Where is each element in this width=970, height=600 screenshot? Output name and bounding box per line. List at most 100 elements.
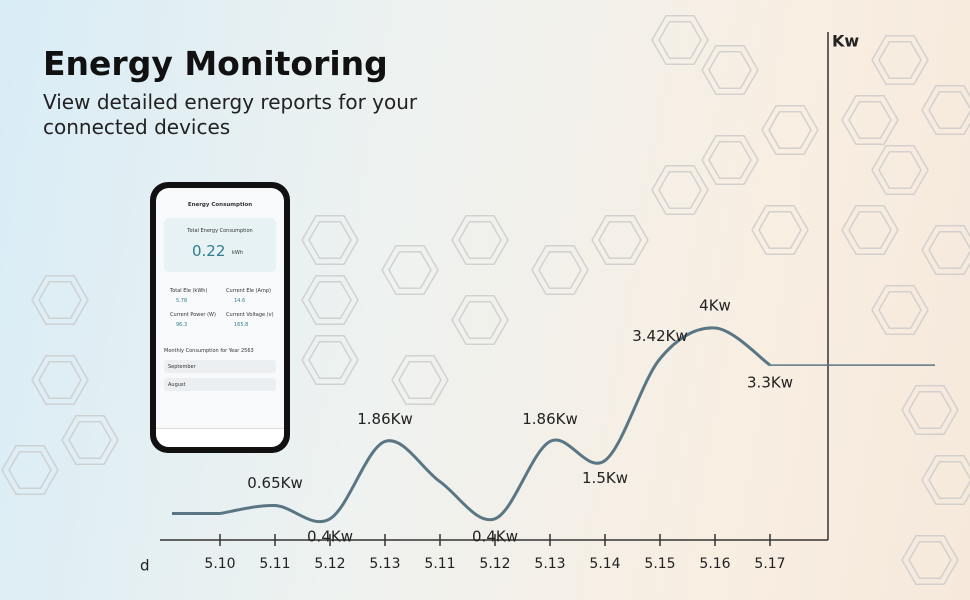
hexagon <box>751 205 809 255</box>
value-label: 0.65Kw <box>247 474 303 492</box>
hexagon <box>901 535 959 585</box>
x-tick-label: 5.16 <box>699 556 730 572</box>
hexagon <box>31 275 89 325</box>
hexagon <box>878 41 922 79</box>
hexagon <box>308 221 352 259</box>
unit: kWh <box>232 250 244 256</box>
hexagon <box>901 385 959 435</box>
x-tick-label: 5.14 <box>589 556 620 572</box>
hexagon <box>921 455 970 505</box>
stat-label: Current Voltage (v) <box>226 312 274 318</box>
hexagon <box>921 85 970 135</box>
hexagon <box>1 445 59 495</box>
hexagon <box>848 101 892 139</box>
hexagon <box>38 281 82 319</box>
x-tick-label: 5.11 <box>259 556 290 572</box>
stat-label: Current Power (W) <box>170 312 216 318</box>
hexagon <box>308 341 352 379</box>
hexagon <box>391 355 449 405</box>
value-label: 3.3Kw <box>747 374 793 392</box>
hexagon <box>841 205 899 255</box>
y-axis-label: Kw <box>832 32 859 51</box>
stat-label: Total Ele (kWh) <box>170 288 208 294</box>
hexagon <box>531 245 589 295</box>
hexagon <box>451 295 509 345</box>
stat-value: 96.3 <box>176 322 188 328</box>
hexagon <box>768 111 812 149</box>
hexagon <box>68 421 112 459</box>
title: Energy Monitoring <box>43 44 388 83</box>
screen-title: Energy Consumption <box>187 202 253 208</box>
card-title: Total Energy Consumption <box>187 228 253 234</box>
hexagon <box>701 135 759 185</box>
hexagon <box>458 301 502 339</box>
hexagon <box>451 215 509 265</box>
hexagon <box>878 291 922 329</box>
hexagon <box>928 231 970 269</box>
monthly-title: Monthly Consumption for Year 2563 <box>164 348 254 354</box>
hexagon <box>538 251 582 289</box>
hexagon <box>388 251 432 289</box>
x-tick-label: 5.11 <box>424 556 455 572</box>
x-tick-label: 5.12 <box>479 556 510 572</box>
hexagon <box>878 151 922 189</box>
value-label: 1.5Kw <box>582 469 628 487</box>
hexagon <box>598 221 642 259</box>
hexagon <box>651 165 709 215</box>
hexagon <box>308 281 352 319</box>
hexagon <box>928 461 970 499</box>
x-tick-label: 5.15 <box>644 556 675 572</box>
hexagon <box>458 221 502 259</box>
hexagon <box>31 355 89 405</box>
hexagon <box>908 391 952 429</box>
phone-screen: Energy Consumption Total Energy Consumpt… <box>156 188 284 447</box>
month-row[interactable] <box>164 378 276 391</box>
hexagon <box>908 541 952 579</box>
stat-value: 14.6 <box>234 298 246 304</box>
line <box>219 326 771 524</box>
hexagon <box>848 211 892 249</box>
hexagon <box>658 21 702 59</box>
hexagon <box>38 361 82 399</box>
value-label: 3.42Kw <box>632 327 688 345</box>
value-label: 4Kw <box>699 297 731 315</box>
hexagon <box>651 15 709 65</box>
x-axis-label: d <box>140 557 150 575</box>
hexagon <box>928 91 970 129</box>
x-tick-label: 5.13 <box>534 556 565 572</box>
month: August <box>168 382 186 388</box>
value-label: 1.86Kw <box>357 410 413 428</box>
stat-value: 5.78 <box>176 298 188 304</box>
hexagon <box>301 335 359 385</box>
value-label: 0.4Kw <box>472 527 518 545</box>
hexagon <box>398 361 442 399</box>
hexagon <box>871 145 929 195</box>
hexagon <box>301 215 359 265</box>
hexagon <box>871 285 929 335</box>
hexagon <box>61 415 119 465</box>
hexagon <box>708 141 752 179</box>
stat-label: Current Ele (Amp) <box>226 288 271 294</box>
hexagon <box>921 225 970 275</box>
month: September <box>168 364 196 370</box>
total: 0.22 <box>192 242 226 260</box>
hexagon <box>8 451 52 489</box>
hexagon <box>701 45 759 95</box>
phone: Energy Consumption Total Energy Consumpt… <box>150 182 290 453</box>
month-row[interactable] <box>164 360 276 373</box>
nav-bar <box>156 428 284 447</box>
stat-value: 165.8 <box>234 322 249 328</box>
subtitle: View detailed energy reports for your co… <box>43 90 418 139</box>
x-tick-label: 5.10 <box>204 556 235 572</box>
hexagon <box>761 105 819 155</box>
x-tick-label: 5.13 <box>369 556 400 572</box>
hexagon <box>758 211 802 249</box>
hexagon <box>658 171 702 209</box>
hexagon <box>381 245 439 295</box>
hexagon <box>841 95 899 145</box>
hexagon <box>301 275 359 325</box>
hexagon <box>591 215 649 265</box>
hexagon <box>871 35 929 85</box>
